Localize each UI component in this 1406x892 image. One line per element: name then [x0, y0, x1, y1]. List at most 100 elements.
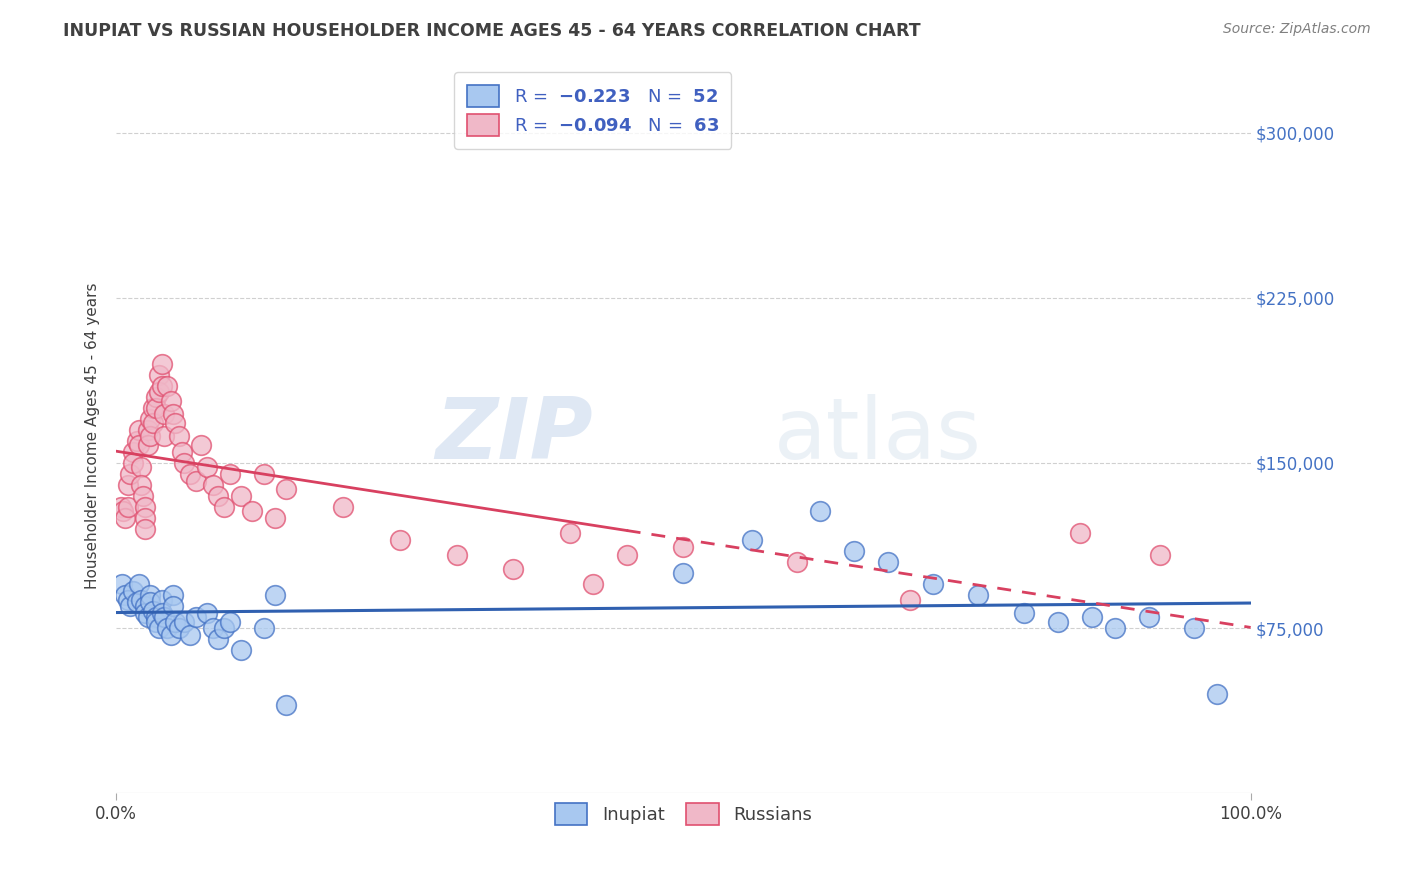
Point: [139, 429, 162, 443]
Point: [229, 489, 252, 503]
Point: [159, 628, 181, 642]
Point: [786, 555, 808, 569]
Point: [134, 606, 156, 620]
Point: [134, 522, 156, 536]
Point: [207, 632, 229, 647]
Point: [167, 429, 190, 443]
Point: [672, 540, 695, 554]
Point: [184, 610, 207, 624]
Text: INUPIAT VS RUSSIAN HOUSEHOLDER INCOME AGES 45 - 64 YEARS CORRELATION CHART: INUPIAT VS RUSSIAN HOUSEHOLDER INCOME AG…: [63, 22, 921, 40]
Point: [153, 429, 176, 443]
Point: [129, 592, 152, 607]
Point: [1182, 621, 1205, 635]
Point: [122, 456, 145, 470]
Point: [264, 511, 287, 525]
Point: [1081, 610, 1104, 624]
Point: [876, 555, 898, 569]
Point: [388, 533, 411, 547]
Point: [162, 599, 184, 613]
Point: [179, 467, 201, 481]
Point: [190, 438, 212, 452]
Point: [276, 483, 298, 497]
Point: [153, 610, 176, 624]
Point: [184, 474, 207, 488]
Point: [136, 423, 159, 437]
Point: [117, 478, 139, 492]
Point: [142, 401, 165, 415]
Point: [582, 577, 605, 591]
Point: [129, 478, 152, 492]
Point: [150, 592, 173, 607]
Text: Source: ZipAtlas.com: Source: ZipAtlas.com: [1223, 22, 1371, 37]
Point: [741, 533, 763, 547]
Point: [276, 698, 298, 713]
Point: [162, 588, 184, 602]
Point: [145, 401, 167, 415]
Point: [201, 478, 224, 492]
Point: [165, 615, 187, 629]
Point: [148, 621, 170, 635]
Point: [195, 606, 218, 620]
Point: [118, 467, 141, 481]
Point: [122, 445, 145, 459]
Text: atlas: atlas: [775, 394, 983, 477]
Point: [218, 467, 240, 481]
Point: [558, 526, 581, 541]
Y-axis label: Householder Income Ages 45 - 64 years: Householder Income Ages 45 - 64 years: [86, 282, 100, 589]
Text: ZIP: ZIP: [434, 394, 593, 477]
Point: [218, 615, 240, 629]
Point: [808, 504, 831, 518]
Point: [156, 621, 179, 635]
Point: [201, 621, 224, 635]
Point: [162, 408, 184, 422]
Point: [229, 643, 252, 657]
Point: [132, 489, 155, 503]
Point: [142, 603, 165, 617]
Point: [1012, 606, 1035, 620]
Point: [142, 417, 165, 431]
Point: [139, 412, 162, 426]
Point: [150, 357, 173, 371]
Point: [117, 500, 139, 514]
Point: [139, 595, 162, 609]
Point: [264, 588, 287, 602]
Point: [967, 588, 990, 602]
Point: [114, 588, 136, 602]
Point: [672, 566, 695, 580]
Point: [129, 460, 152, 475]
Point: [1069, 526, 1091, 541]
Point: [128, 577, 150, 591]
Point: [110, 500, 132, 514]
Point: [332, 500, 354, 514]
Point: [128, 423, 150, 437]
Point: [502, 562, 524, 576]
Point: [167, 621, 190, 635]
Point: [145, 615, 167, 629]
Point: [159, 394, 181, 409]
Point: [253, 467, 276, 481]
Point: [114, 511, 136, 525]
Point: [1205, 687, 1227, 701]
Point: [179, 628, 201, 642]
Point: [150, 606, 173, 620]
Point: [150, 379, 173, 393]
Point: [195, 460, 218, 475]
Point: [148, 368, 170, 382]
Point: [118, 599, 141, 613]
Point: [122, 583, 145, 598]
Point: [842, 544, 865, 558]
Point: [125, 434, 148, 448]
Point: [134, 500, 156, 514]
Point: [145, 610, 167, 624]
Point: [170, 445, 193, 459]
Point: [128, 438, 150, 452]
Point: [446, 549, 468, 563]
Point: [111, 577, 134, 591]
Legend: Inupiat, Russians: Inupiat, Russians: [546, 795, 821, 834]
Point: [136, 438, 159, 452]
Point: [212, 500, 235, 514]
Point: [1104, 621, 1126, 635]
Point: [156, 379, 179, 393]
Point: [117, 592, 139, 607]
Point: [253, 621, 276, 635]
